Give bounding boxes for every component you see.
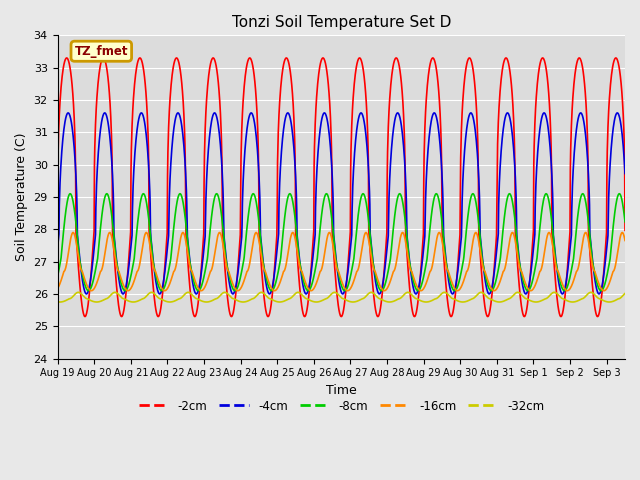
-8cm: [54, 274, 61, 279]
-2cm: [445, 310, 453, 315]
-4cm: [155, 291, 163, 297]
-2cm: [54, 228, 61, 233]
-8cm: [621, 219, 629, 225]
-16cm: [445, 271, 453, 276]
-32cm: [345, 298, 353, 304]
-8cm: [445, 274, 453, 280]
Title: Tonzi Soil Temperature Set D: Tonzi Soil Temperature Set D: [232, 15, 451, 30]
Text: TZ_fmet: TZ_fmet: [74, 45, 128, 58]
-16cm: [106, 229, 113, 235]
X-axis label: Time: Time: [326, 384, 356, 397]
Line: -4cm: -4cm: [58, 113, 625, 294]
-16cm: [586, 242, 593, 248]
-4cm: [310, 239, 318, 245]
-32cm: [54, 299, 61, 305]
-16cm: [54, 286, 61, 291]
-32cm: [311, 299, 319, 305]
-8cm: [586, 226, 593, 232]
-2cm: [228, 314, 236, 320]
-4cm: [586, 189, 593, 195]
-4cm: [193, 291, 200, 297]
-16cm: [454, 288, 461, 294]
-4cm: [65, 110, 72, 116]
-4cm: [445, 280, 453, 286]
Y-axis label: Soil Temperature (C): Soil Temperature (C): [15, 132, 28, 261]
-8cm: [310, 271, 318, 276]
-32cm: [65, 297, 72, 302]
-8cm: [140, 191, 147, 197]
Line: -8cm: -8cm: [58, 194, 625, 291]
Legend: -2cm, -4cm, -8cm, -16cm, -32cm: -2cm, -4cm, -8cm, -16cm, -32cm: [134, 395, 548, 417]
Line: -2cm: -2cm: [58, 58, 625, 317]
-8cm: [156, 285, 163, 291]
-16cm: [344, 288, 352, 293]
-32cm: [276, 299, 284, 305]
-2cm: [586, 239, 593, 244]
-2cm: [311, 131, 319, 137]
-32cm: [445, 293, 453, 299]
-4cm: [54, 246, 61, 252]
-2cm: [99, 55, 107, 61]
Line: -32cm: -32cm: [58, 292, 625, 302]
-2cm: [156, 312, 163, 318]
-8cm: [344, 282, 352, 288]
-2cm: [621, 228, 629, 233]
-4cm: [344, 266, 352, 272]
-4cm: [540, 110, 548, 116]
Line: -16cm: -16cm: [58, 232, 625, 291]
-32cm: [586, 290, 593, 296]
-32cm: [156, 296, 163, 301]
-32cm: [148, 289, 156, 295]
-2cm: [65, 57, 72, 63]
-16cm: [310, 285, 318, 290]
-16cm: [65, 252, 72, 257]
-32cm: [621, 290, 629, 296]
-16cm: [156, 280, 163, 286]
-8cm: [65, 194, 72, 200]
-4cm: [621, 171, 629, 177]
-2cm: [345, 255, 353, 261]
-8cm: [488, 288, 495, 294]
-16cm: [621, 238, 629, 243]
